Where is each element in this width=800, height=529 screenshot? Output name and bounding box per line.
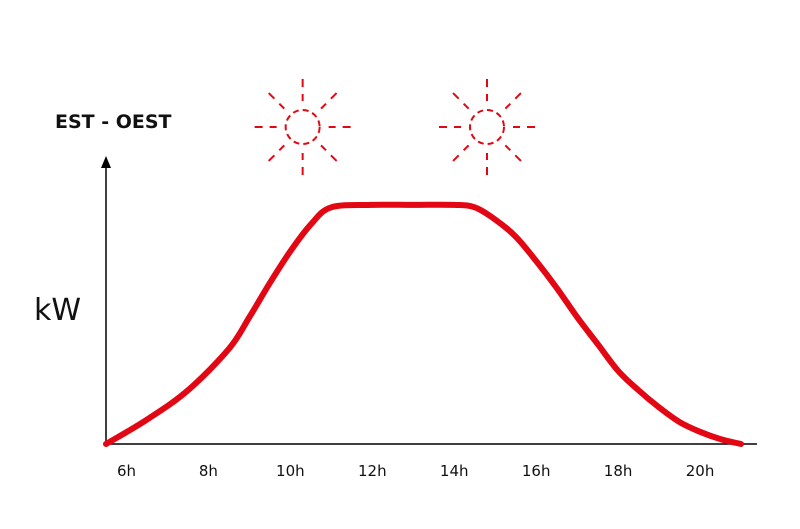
series-curve-layer [103, 201, 744, 447]
y-axis-arrow-icon [101, 156, 111, 168]
x-tick-label: 20h [686, 462, 715, 480]
y-axis-label: kW [34, 293, 81, 328]
series-line [103, 201, 744, 447]
x-tick-label: 14h [440, 462, 469, 480]
x-tick-label: 6h [117, 462, 136, 480]
x-tick-label: 12h [358, 462, 387, 480]
x-tick-label: 8h [199, 462, 218, 480]
axes [101, 156, 757, 445]
x-tick-label: 16h [522, 462, 551, 480]
x-tick-label: 18h [604, 462, 633, 480]
x-tick-label: 10h [276, 462, 305, 480]
x-tick-labels: 6h 8h 10h 12h 14h 16h 18h 20h [117, 462, 714, 480]
sun-icon [439, 79, 535, 175]
sun-icons [254, 79, 535, 175]
sun-icon [254, 79, 351, 175]
chart-title: EST - OEST [55, 111, 172, 133]
